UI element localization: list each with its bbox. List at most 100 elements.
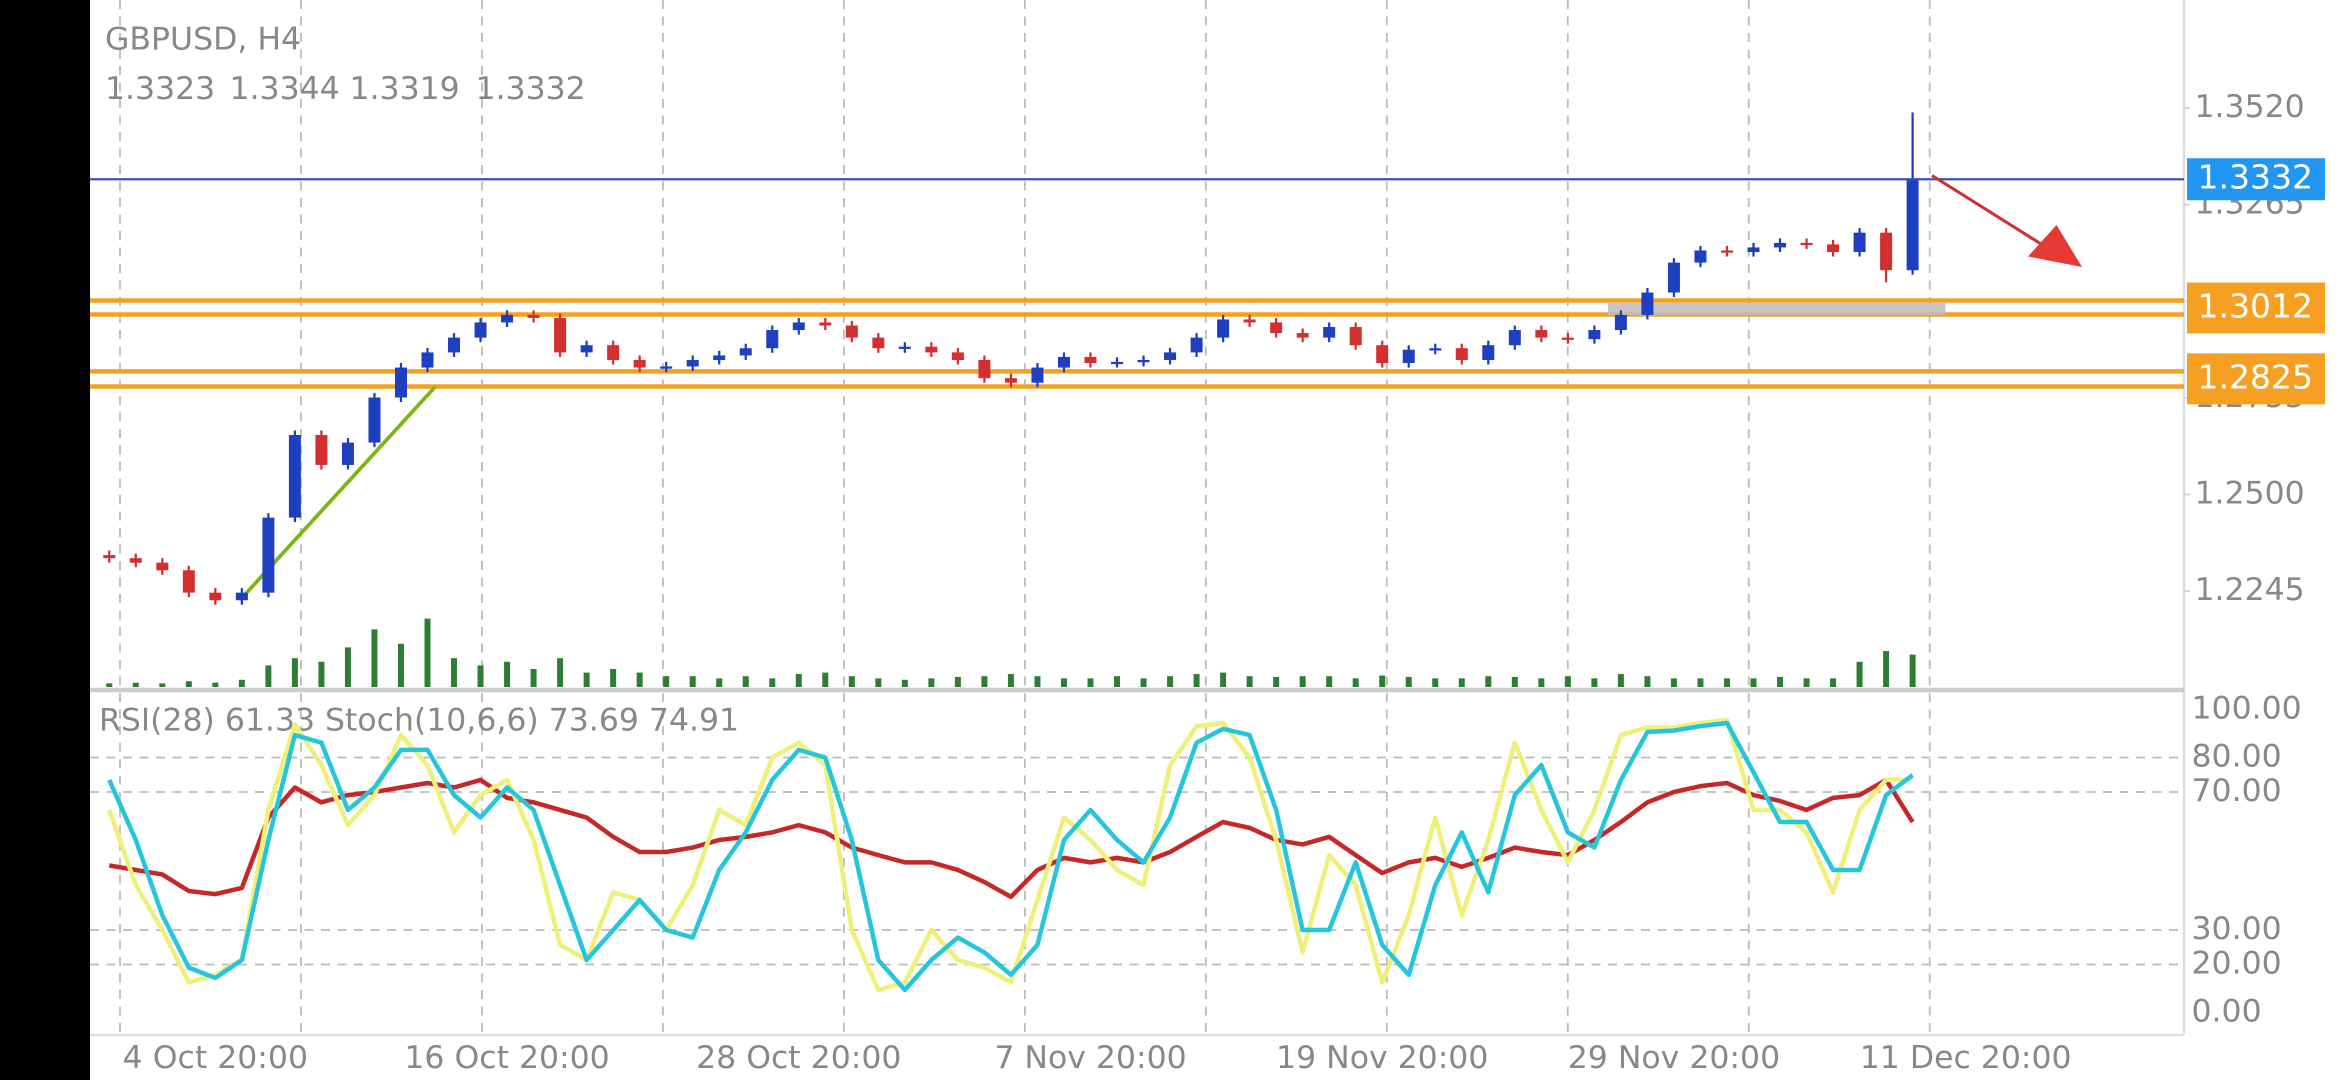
volume-bar: [1299, 676, 1306, 687]
candle-body: [713, 355, 726, 360]
volume-bar: [106, 683, 113, 687]
volume-bar: [901, 679, 908, 687]
candle-body: [898, 346, 911, 349]
price-badge: [2187, 158, 2325, 201]
candle-body: [1853, 232, 1866, 252]
candle-body: [766, 330, 779, 349]
y-tick-label: 1.2245: [2195, 572, 2305, 608]
volume-bar: [1591, 678, 1598, 687]
candle-body: [156, 562, 169, 571]
candle-body: [739, 348, 752, 356]
volume-bar: [981, 676, 988, 687]
candle-body: [368, 397, 381, 443]
volume-bar: [663, 676, 670, 687]
x-tick-label: 29 Nov 20:00: [1568, 1040, 1780, 1076]
volume-bar: [1405, 676, 1412, 687]
candle-body: [209, 592, 222, 601]
volume-bar: [504, 661, 511, 687]
volume-bar: [1352, 678, 1359, 687]
volume-bar: [265, 665, 272, 687]
candle-body: [1402, 349, 1415, 364]
candle-body: [1137, 359, 1150, 363]
candle-body: [1508, 330, 1521, 346]
candle-body: [1774, 242, 1787, 248]
level-badge: [2187, 282, 2325, 334]
volume-bar: [185, 681, 192, 687]
candle-body: [1429, 348, 1442, 351]
candle-body: [1880, 232, 1893, 271]
y-tick-label: 20.00: [2192, 946, 2282, 982]
y-tick-label: 70.00: [2192, 773, 2282, 809]
volume-bar: [1007, 674, 1014, 687]
level-badge: [2187, 353, 2325, 405]
last-low: 1.3319: [350, 71, 460, 107]
volume-bar: [1220, 672, 1227, 687]
volume-bar: [1087, 678, 1094, 687]
x-tick-label: 7 Nov 20:00: [994, 1040, 1186, 1076]
x-tick-label: 28 Oct 20:00: [696, 1040, 901, 1076]
candle-body: [129, 558, 142, 563]
candle-body: [1800, 242, 1813, 246]
price-badge-label: 1.3332: [2198, 158, 2313, 197]
volume-bar: [1883, 651, 1890, 687]
candle-body: [580, 345, 593, 353]
y-tick-label: 80.00: [2192, 739, 2282, 775]
last-high: 1.3344: [230, 71, 340, 107]
candle-body: [1323, 327, 1336, 338]
volume-bar: [1140, 678, 1147, 687]
candle-body: [1588, 330, 1601, 340]
volume-bar: [159, 683, 166, 687]
chart-title: GBPUSD, H4: [105, 22, 301, 58]
indicator-title: RSI(28) 61.33 Stoch(10,6,6) 73.69 74.91: [99, 703, 739, 739]
candle-body: [1164, 352, 1177, 360]
volume-bar: [1326, 676, 1333, 687]
candle-body: [845, 325, 858, 338]
volume-bar: [1379, 675, 1386, 687]
candle-body: [633, 359, 646, 368]
volume-bar: [1670, 678, 1677, 687]
candle-body: [660, 366, 673, 369]
volume-bar: [1564, 676, 1571, 687]
candle-body: [394, 367, 407, 398]
candle-body: [1561, 337, 1574, 340]
level-badge-label: 1.3012: [2198, 286, 2313, 325]
volume-bar: [397, 643, 404, 687]
candle-body: [1827, 244, 1840, 252]
candle-body: [554, 317, 567, 353]
volume-bar: [1246, 676, 1253, 687]
forecast-arrow: [1931, 174, 2050, 251]
indicator-line: [107, 717, 1913, 993]
volume-bar: [1644, 676, 1651, 687]
candle-body: [1614, 314, 1627, 331]
volume-bar: [451, 658, 458, 687]
candle-body: [315, 435, 328, 465]
candle-body: [1270, 322, 1283, 334]
last-open: 1.3323: [105, 71, 215, 107]
candle-body: [262, 517, 275, 593]
volume-bar: [928, 678, 935, 687]
candle-body: [288, 435, 301, 518]
candle-body: [792, 322, 805, 331]
candle-body: [1217, 319, 1230, 338]
volume-bar: [238, 679, 245, 687]
volume-bar: [1538, 678, 1545, 687]
volume-bar: [477, 665, 484, 687]
volume-bar: [822, 672, 829, 687]
x-tick-label: 4 Oct 20:00: [123, 1040, 308, 1076]
volume-bar: [1511, 676, 1518, 687]
candle-body: [1031, 367, 1044, 383]
candle-body: [607, 345, 620, 360]
x-tick-label: 19 Nov 20:00: [1276, 1040, 1488, 1076]
candle-body: [1694, 250, 1707, 263]
candle-body: [1243, 319, 1256, 323]
candle-body: [103, 555, 116, 559]
volume-bar: [1034, 676, 1041, 687]
candle-body: [341, 442, 354, 465]
volume-bar: [875, 678, 882, 687]
x-tick-label: 16 Oct 20:00: [404, 1040, 609, 1076]
volume-bar: [530, 669, 537, 687]
candle-body: [1057, 356, 1070, 368]
volume-bar: [557, 658, 564, 687]
